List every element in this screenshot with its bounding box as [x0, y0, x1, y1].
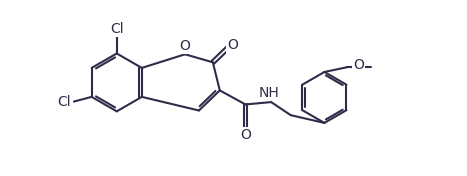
- Text: O: O: [240, 128, 251, 142]
- Text: O: O: [353, 58, 364, 72]
- Text: O: O: [180, 39, 191, 53]
- Text: O: O: [227, 38, 238, 52]
- Text: NH: NH: [258, 86, 279, 100]
- Text: Cl: Cl: [57, 95, 71, 109]
- Text: Cl: Cl: [110, 22, 124, 36]
